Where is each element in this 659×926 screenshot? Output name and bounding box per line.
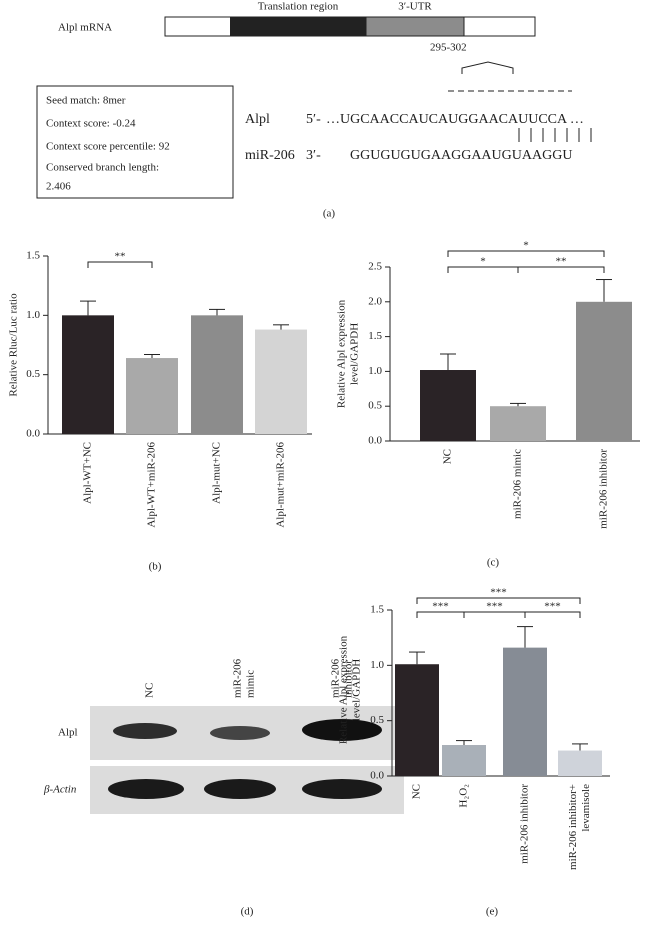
blot-row-label: β-Actin	[43, 784, 77, 796]
mrna-label: Alpl mRNA	[58, 22, 112, 34]
bar	[126, 358, 178, 434]
gene-name: Alpl	[245, 112, 270, 127]
significance-label: ***	[490, 587, 507, 599]
lane-label: NC	[144, 683, 156, 698]
significance-label: *	[480, 256, 486, 268]
y-axis-label: level/GAPDH	[349, 323, 361, 385]
bar	[558, 750, 602, 776]
y-tick-label: 0.0	[368, 435, 382, 447]
x-tick-label: Alpl-mut+NC	[211, 442, 223, 504]
significance-label: *	[523, 240, 529, 252]
sequence: …UGCAACCAUCAUGGAACAUUCCA …	[326, 112, 584, 127]
info-line: Seed match: 8mer	[46, 95, 126, 107]
significance-label: ***	[486, 601, 503, 613]
significance-bracket	[447, 266, 519, 273]
blot-row-label: Alpl	[58, 727, 78, 739]
bar	[395, 664, 439, 776]
x-tick-label: levamisole	[580, 784, 592, 832]
x-tick-label: Alpl-mut+miR-206	[275, 442, 287, 528]
info-line: Context score: -0.24	[46, 118, 136, 130]
y-tick-label: 0.5	[370, 714, 384, 726]
x-tick-label: NC	[411, 784, 423, 799]
band	[302, 779, 382, 799]
y-tick-label: 0.5	[368, 400, 382, 412]
y-tick-label: 1.0	[26, 309, 40, 321]
info-box	[36, 85, 234, 199]
significance-label: ***	[432, 601, 449, 613]
seq-end: 3′-	[306, 148, 321, 163]
band	[302, 719, 382, 741]
significance-bracket	[524, 611, 581, 618]
lane-label: inhibitor	[343, 660, 355, 698]
translation-label: Translation region	[258, 1, 339, 13]
y-tick-label: 1.5	[370, 604, 384, 616]
info-line: 2.406	[46, 181, 71, 193]
x-tick-label: miR-206 inhibitor	[598, 449, 610, 529]
y-axis-label: level/GAPDH	[351, 659, 363, 721]
y-tick-label: 2.0	[368, 295, 382, 307]
x-tick-label: Alpl-WT+miR-206	[146, 442, 158, 528]
lane-label: miR-206	[232, 658, 244, 698]
significance-bracket	[87, 261, 153, 268]
sequence: GGUGUGUGAAGGAAUGUAAGGU	[350, 148, 572, 163]
significance-label: **	[115, 251, 126, 263]
seq-end: 5′-	[306, 112, 321, 127]
y-tick-label: 1.0	[370, 659, 384, 671]
blot	[90, 706, 404, 814]
lane-label: miR-206	[330, 658, 342, 698]
x-tick-label: miR-206 mimic	[512, 449, 524, 519]
significance-bracket	[416, 611, 465, 618]
panel-label: (e)	[486, 906, 499, 918]
band	[108, 779, 184, 799]
significance-bracket	[416, 597, 581, 604]
y-tick-label: 0.5	[26, 368, 40, 380]
info-line: Context score percentile: 92	[46, 141, 170, 153]
y-tick-label: 1.0	[368, 365, 382, 377]
info-line: Conserved branch length:	[46, 162, 159, 174]
bar	[420, 370, 476, 441]
x-tick-label: miR-206 inhibitor+	[567, 784, 579, 870]
x-tick-label: miR-206 inhibitor	[519, 784, 531, 864]
bar	[191, 315, 243, 434]
band	[113, 723, 177, 739]
significance-bracket	[517, 266, 605, 273]
mirna-name: miR-206	[245, 148, 295, 163]
y-tick-label: 2.5	[368, 261, 382, 273]
bar	[576, 301, 632, 441]
significance-bracket	[447, 250, 605, 257]
pairing-lines	[518, 128, 592, 142]
translation-region	[230, 17, 366, 36]
y-tick-label: 1.5	[26, 250, 40, 262]
band	[204, 779, 276, 799]
y-tick-label: 0.0	[370, 770, 384, 782]
panel-label: (c)	[487, 557, 500, 569]
y-tick-label: 0.0	[26, 428, 40, 440]
panel-label: (a)	[323, 208, 336, 220]
bar	[62, 315, 114, 434]
x-tick-label: Alpl-WT+NC	[82, 442, 94, 504]
y-axis-label: Relative Alpl expression	[338, 635, 350, 744]
lane-label: mimic	[245, 670, 257, 698]
x-tick-label: H₂O₂	[458, 784, 470, 808]
significance-label: ***	[544, 601, 561, 613]
bar	[255, 329, 307, 434]
significance-label: **	[556, 256, 567, 268]
utr-label: 3′-UTR	[398, 1, 432, 13]
panel-label: (d)	[241, 906, 254, 918]
utr-region	[365, 16, 465, 37]
site-bracket	[461, 61, 514, 74]
y-axis-label: Relative Alpl expression	[336, 299, 348, 408]
significance-bracket	[463, 611, 526, 618]
bar	[503, 647, 547, 776]
bar	[490, 406, 546, 441]
panel-label: (b)	[149, 561, 162, 573]
bar	[442, 745, 486, 776]
site-label: 295-302	[430, 42, 467, 54]
y-tick-label: 1.5	[368, 330, 382, 342]
band	[210, 726, 270, 740]
y-axis-label: Relative Rluc/Luc ratio	[8, 293, 20, 397]
x-tick-label: NC	[442, 449, 454, 464]
